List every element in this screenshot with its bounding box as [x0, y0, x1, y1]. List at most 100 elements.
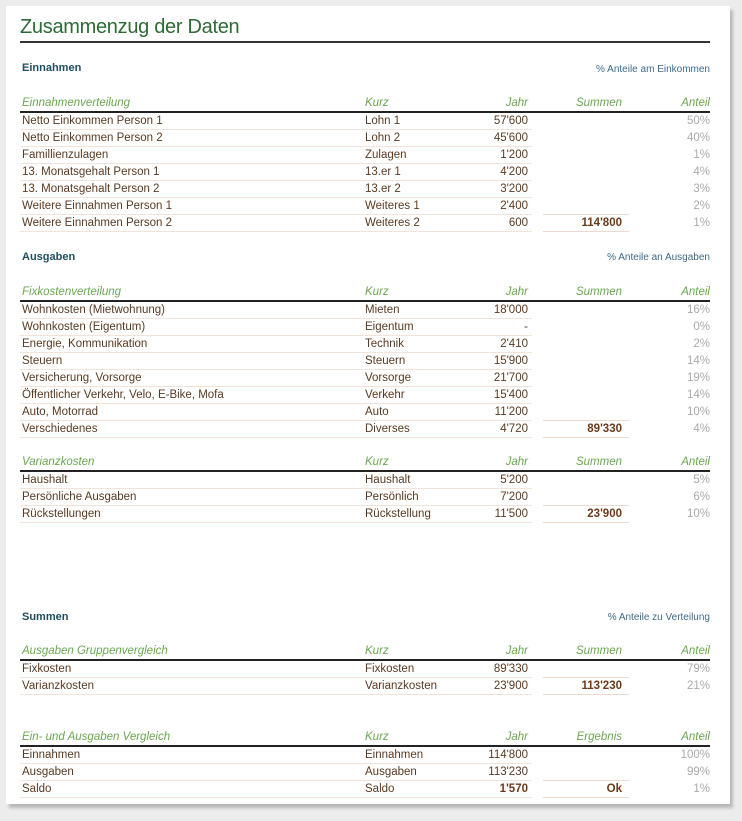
row-kurz: Lohn 1: [365, 115, 401, 127]
row-anteil: 2%: [693, 338, 710, 350]
column-header: Jahr: [505, 456, 528, 468]
row-label: Wohnkosten (Mietwohnung): [22, 304, 165, 316]
row-label: Verschiedenes: [22, 423, 98, 435]
table-row: Netto Einkommen Person 1 Lohn 1 57'600 50%: [20, 113, 710, 130]
row-jahr: 4'200: [500, 166, 528, 178]
row-label: Netto Einkommen Person 2: [22, 132, 163, 144]
row-label: Famillienzulagen: [22, 149, 109, 161]
row-kurz: Ausgaben: [365, 766, 417, 778]
row-jahr: 1'200: [500, 149, 528, 161]
row-kurz: Diverses: [365, 423, 410, 435]
row-divider: [20, 505, 532, 506]
column-header: Summen: [575, 286, 622, 298]
row-kurz: 13.er 2: [365, 183, 401, 195]
table-header: Fixkostenverteilung Kurz Jahr Summen Anteil: [20, 284, 710, 302]
section-heading-einnahmen: Einnahmen: [22, 62, 82, 74]
table-row: Weitere Einnahmen Person 1 Weiteres 1 2'40…: [20, 198, 710, 215]
table-row: Öffentlicher Verkehr, Velo, E-Bike, Mofa…: [20, 387, 710, 404]
row-label: Versicherung, Vorsorge: [22, 372, 142, 384]
table-row: Persönliche Ausgaben Persönlich 7'200 6%: [20, 489, 710, 506]
column-header: Jahr: [505, 97, 528, 109]
section-note: % Anteile zu Verteilung: [607, 612, 710, 623]
row-divider: [20, 677, 532, 678]
row-kurz: Fixkosten: [365, 663, 415, 675]
sum-divider: [543, 231, 629, 232]
table-header: Varianzkosten Kurz Jahr Summen Anteil: [20, 454, 710, 472]
row-anteil: 40%: [686, 132, 710, 144]
row-jahr: 113'230: [488, 766, 528, 778]
data-table: Ein- und Ausgaben Vergleich Kurz Jahr Ergeb…: [20, 729, 710, 798]
row-divider: [20, 694, 532, 695]
row-divider: [20, 369, 532, 370]
column-header: Jahr: [505, 731, 528, 743]
row-divider: [20, 763, 532, 764]
row-label: Einnahmen: [22, 749, 81, 761]
sum-divider: [543, 522, 629, 523]
row-anteil: 5%: [693, 474, 710, 486]
row-anteil: 14%: [686, 389, 710, 401]
row-jahr: 5'200: [500, 474, 528, 486]
row-divider: [20, 386, 532, 387]
table-row: Einnahmen Einnahmen 114'800 100%: [20, 747, 710, 764]
table-row: 13. Monatsgehalt Person 2 13.er 2 3'200 3%: [20, 181, 710, 198]
row-anteil: 2%: [693, 200, 710, 212]
row-kurz: Weiteres 1: [365, 200, 420, 212]
row-anteil: 4%: [693, 423, 710, 435]
row-jahr: 23'900: [493, 680, 528, 692]
sum-divider: [543, 505, 629, 506]
row-divider: [20, 335, 532, 336]
row-divider: [20, 318, 532, 319]
column-header: Anteil: [681, 456, 710, 468]
row-label: Haushalt: [22, 474, 68, 486]
row-jahr: 11'200: [494, 406, 528, 418]
column-header: Anteil: [681, 731, 710, 743]
column-header: Kurz: [365, 286, 389, 298]
row-anteil: 50%: [686, 115, 710, 127]
column-header: Fixkostenverteilung: [22, 286, 122, 298]
row-jahr: 600: [508, 217, 528, 229]
table-row: Rückstellungen Rückstellung 11'500 23'900 10…: [20, 505, 710, 523]
row-divider: [20, 197, 532, 198]
table-row: Netto Einkommen Person 2 Lohn 2 45'600 40%: [20, 130, 710, 147]
section-heading-summen: Summen: [22, 611, 69, 623]
column-header: Summen: [575, 97, 622, 109]
page-title: Zusammenzug der Daten: [20, 16, 710, 43]
row-label: Persönliche Ausgaben: [22, 491, 137, 503]
column-header: Kurz: [365, 456, 389, 468]
row-summe: 89'330: [587, 423, 622, 435]
column-header: Jahr: [505, 286, 528, 298]
row-label: Wohnkosten (Eigentum): [22, 321, 146, 333]
row-kurz: Auto: [365, 406, 389, 418]
table-row: Weitere Einnahmen Person 2 Weiteres 2 600 1…: [20, 214, 710, 232]
row-jahr: 57'600: [493, 115, 528, 127]
row-jahr: 18'000: [493, 304, 528, 316]
row-kurz: Saldo: [365, 783, 395, 795]
table-header: Ein- und Ausgaben Vergleich Kurz Jahr Ergeb…: [20, 729, 710, 747]
column-header: Ausgaben Gruppenvergleich: [22, 645, 168, 657]
row-kurz: Zulagen: [365, 149, 407, 161]
row-label: Fixkosten: [22, 663, 72, 675]
row-jahr: 7'200: [500, 491, 528, 503]
row-label: Steuern: [22, 355, 63, 367]
row-kurz: Einnahmen: [365, 749, 424, 761]
data-table: Ausgaben Gruppenvergleich Kurz Jahr Summen A…: [20, 643, 710, 695]
row-label: 13. Monatsgehalt Person 2: [22, 183, 160, 195]
row-jahr: 2'400: [500, 200, 528, 212]
table-header: Einnahmenverteilung Kurz Jahr Summen Anteil: [20, 95, 710, 113]
column-header: Kurz: [365, 731, 389, 743]
row-anteil: 1%: [693, 783, 710, 795]
table-row: Wohnkosten (Mietwohnung) Mieten 18'000 16%: [20, 302, 710, 319]
row-anteil: 10%: [686, 508, 710, 520]
row-divider: [20, 352, 532, 353]
column-header: Kurz: [365, 97, 389, 109]
row-anteil: 19%: [686, 372, 710, 384]
row-divider: [20, 214, 532, 215]
row-anteil: 100%: [680, 749, 710, 761]
row-label: Auto, Motorrad: [22, 406, 99, 418]
section-note: % Anteile an Ausgaben: [607, 252, 710, 263]
row-label: Netto Einkommen Person 1: [22, 115, 163, 127]
row-summe: 23'900: [587, 508, 622, 520]
row-summe: 114'800: [581, 217, 622, 229]
row-summe: Ok: [606, 783, 622, 795]
row-divider: [20, 146, 532, 147]
